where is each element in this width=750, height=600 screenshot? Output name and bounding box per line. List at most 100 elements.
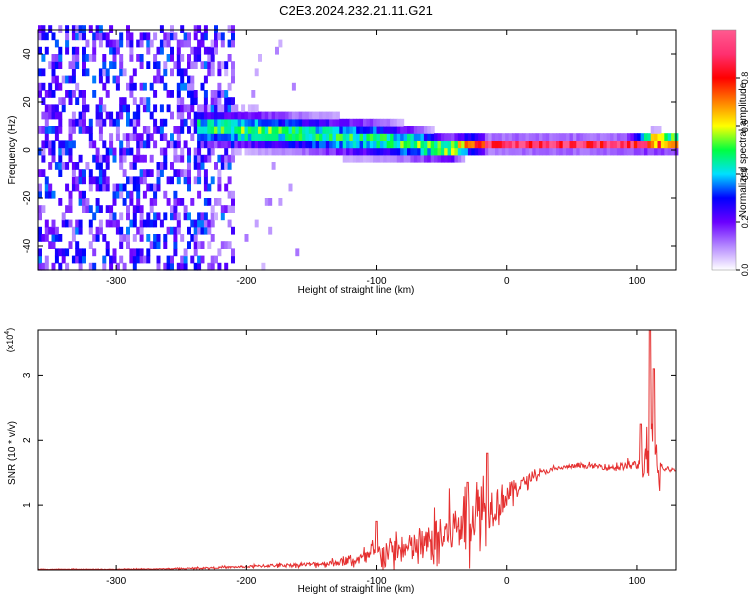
spectrogram-cell xyxy=(180,118,185,127)
spectrogram-cell xyxy=(210,46,215,55)
spectrogram-cell xyxy=(207,198,212,206)
spectrogram-cell xyxy=(146,140,151,149)
spectrogram-cell xyxy=(444,133,449,141)
spectrogram-cell xyxy=(214,255,218,264)
spectrogram-cell xyxy=(129,176,134,185)
spectrogram-cell xyxy=(258,147,262,156)
spectrogram-cell xyxy=(298,111,303,120)
spectrogram-cell xyxy=(71,90,76,98)
spectrogram-cell xyxy=(132,205,137,213)
spectrogram-cell xyxy=(183,212,188,221)
spectrogram-cell xyxy=(315,111,320,120)
spectrogram-cell xyxy=(525,140,530,149)
spectrogram-cell xyxy=(532,140,537,149)
spectrogram-cell xyxy=(98,162,103,170)
spectrogram-cell xyxy=(461,133,466,141)
spectrogram-cell xyxy=(451,154,455,163)
spectrogram-cell xyxy=(159,104,164,113)
spectrogram-cell xyxy=(623,147,628,156)
spectrogram-cell xyxy=(410,140,415,149)
spectrogram-cell xyxy=(420,133,425,141)
spectrogram-ytick-label: 0 xyxy=(22,147,33,153)
spectrogram-cell xyxy=(627,147,631,156)
spectrogram-cell xyxy=(200,32,205,41)
spectrogram-cell xyxy=(305,111,310,120)
spectrogram-cell xyxy=(180,111,185,120)
spectrogram-cell xyxy=(660,140,665,149)
spectrogram-cell xyxy=(75,118,80,127)
spectrogram-cell xyxy=(95,162,100,170)
spectrogram-cell xyxy=(214,198,218,206)
spectrogram-cell xyxy=(173,32,178,41)
spectrogram-cell xyxy=(75,61,80,69)
spectrogram-cell xyxy=(38,90,42,98)
spectrogram-cell xyxy=(180,25,185,33)
spectrogram-cell xyxy=(112,212,117,221)
spectrogram-cell xyxy=(569,140,574,149)
spectrogram-cell xyxy=(349,118,354,127)
spectrogram-cell xyxy=(379,133,384,141)
spectrogram-cell xyxy=(363,147,367,156)
spectrogram-cell xyxy=(136,147,141,156)
spectrogram-cell xyxy=(153,183,158,192)
spectrogram-cell xyxy=(119,147,124,156)
spectrogram-cell xyxy=(234,104,239,113)
spectrogram-cell xyxy=(176,68,181,77)
spectrogram-cell xyxy=(335,133,340,141)
spectrogram-cell xyxy=(176,169,181,177)
spectrogram-cell xyxy=(187,154,191,163)
spectrogram-cell xyxy=(126,212,130,221)
spectrogram-cell xyxy=(603,140,608,149)
spectrogram-cell xyxy=(308,133,313,141)
spectrogram-cell xyxy=(98,169,103,177)
spectrogram-cell xyxy=(95,32,100,41)
spectrogram-cell xyxy=(335,111,340,120)
spectrogram-cell xyxy=(268,226,273,235)
spectrogram-cell xyxy=(51,147,56,156)
spectrogram-cell xyxy=(532,133,537,141)
spectrogram-cell xyxy=(227,39,232,48)
spectrogram-cell xyxy=(132,219,137,228)
spectrogram-cell xyxy=(549,133,554,141)
spectrogram-cell xyxy=(82,205,86,213)
spectrogram-cell xyxy=(95,205,100,213)
spectrogram-cell xyxy=(65,248,70,257)
spectrogram-cell xyxy=(217,140,222,149)
spectrogram-cell xyxy=(515,140,520,149)
spectrogram-cell xyxy=(132,118,137,127)
spectrogram-cell xyxy=(136,190,141,199)
spectrogram-cell xyxy=(403,126,408,134)
spectrogram-cell xyxy=(176,219,181,228)
spectrogram-cell xyxy=(613,140,618,149)
spectrogram-cell xyxy=(278,133,283,141)
spectrogram-cell xyxy=(254,111,259,120)
spectrogram-cell xyxy=(75,46,80,55)
spectrogram-cell xyxy=(281,118,286,127)
spectrogram-cell xyxy=(572,147,577,156)
spectrogram-cell xyxy=(58,248,63,257)
spectrogram-cell xyxy=(654,147,659,156)
spectrogram-cell xyxy=(122,154,127,163)
spectrogram-cell xyxy=(227,241,232,249)
spectrogram-cell xyxy=(464,140,469,149)
spectrogram-cell xyxy=(434,147,439,156)
spectrogram-cell xyxy=(247,133,252,141)
spectrogram-cell xyxy=(501,133,506,141)
spectrogram-cell xyxy=(98,111,103,120)
spectrogram-cell xyxy=(254,126,259,134)
spectrogram-cell xyxy=(95,226,100,235)
spectrogram-cell xyxy=(600,133,604,141)
spectrogram-cell xyxy=(335,126,340,134)
spectrogram-cell xyxy=(640,147,645,156)
spectrogram-cell xyxy=(102,169,107,177)
spectrogram-cell xyxy=(65,39,70,48)
spectrogram-cell xyxy=(54,234,59,242)
spectrogram-cell xyxy=(159,25,164,33)
spectrogram-cell xyxy=(644,140,648,149)
spectrogram-cell xyxy=(58,97,63,105)
spectrogram-cell xyxy=(129,190,134,199)
spectrogram-cell xyxy=(556,140,560,149)
spectrogram-cell xyxy=(187,183,191,192)
spectrogram-cell xyxy=(549,140,554,149)
spectrogram-cell xyxy=(136,198,141,206)
